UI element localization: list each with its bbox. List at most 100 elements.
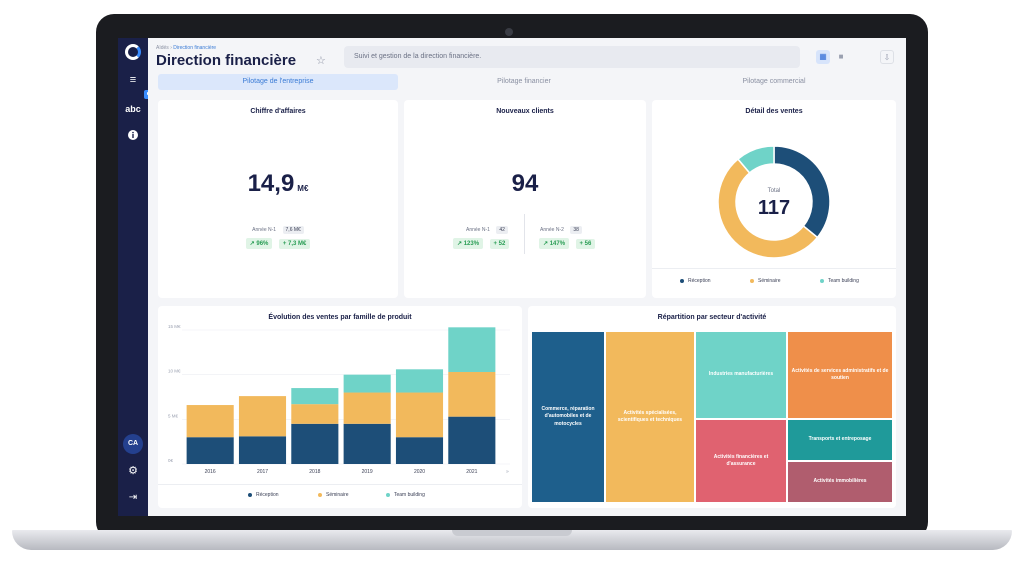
bar-2021-1[interactable]: [448, 416, 496, 464]
filter-icon[interactable]: ≡: [129, 74, 137, 86]
n1-label: Année N-1: [466, 227, 490, 233]
legend-reception: Réception: [248, 492, 279, 498]
grid-view-icon[interactable]: ▦: [816, 50, 830, 64]
legend-dot: [680, 278, 684, 283]
n2-deltas: ↗ 147% + 56: [538, 232, 596, 250]
donut-slice-1[interactable]: [773, 145, 831, 239]
kpi-unit: M€: [297, 184, 309, 193]
breadcrumb: Aïdés › Direction financière: [156, 45, 216, 51]
bar-2017-1[interactable]: [238, 436, 287, 464]
kpi-card-ca: Chiffre d'affaires 14,9 M€ Année N-1 7,6 …: [158, 100, 398, 298]
legend-seminaire: Séminaire: [318, 492, 349, 498]
donut-total-value: 117: [758, 197, 790, 219]
bar-2020-1[interactable]: [395, 437, 444, 464]
breadcrumb-separator: ›: [170, 45, 172, 51]
x-tick-label: 2020: [414, 469, 425, 475]
n2-label: Année N-2: [540, 227, 564, 233]
download-icon[interactable]: ⇩: [880, 50, 894, 64]
bar-2016-1[interactable]: [186, 437, 234, 464]
main-content: Aïdés › Direction financière Direction f…: [148, 38, 906, 516]
bar-2017-2[interactable]: [238, 396, 287, 437]
donut-slice-2[interactable]: [717, 158, 819, 259]
y-tick-label: 10 M€: [168, 369, 181, 374]
bar-2020-2[interactable]: [395, 392, 444, 438]
n1-value: 42: [496, 226, 508, 234]
n1-pct: ↗ 123%: [453, 238, 484, 249]
legend-divider: [158, 484, 522, 485]
kpi-number: 14,9: [247, 170, 295, 197]
card-title: Évolution des ventes par famille de prod…: [268, 314, 412, 321]
kpi-comparison: Année N-1 7,6 M€: [158, 218, 398, 236]
laptop-base: [12, 530, 1012, 550]
bar-2019-3[interactable]: [343, 374, 391, 393]
prev-label: Année N-1: [252, 227, 277, 233]
legend-team-building: Team building: [386, 492, 425, 498]
search-input[interactable]: Suivi et gestion de la direction financi…: [344, 46, 800, 68]
legend-dot: [318, 492, 322, 497]
favorite-star-icon[interactable]: ☆: [316, 55, 326, 67]
page-title: Direction financière: [156, 52, 297, 69]
divider: [524, 214, 525, 254]
breadcrumb-root[interactable]: Aïdés: [156, 45, 169, 51]
prev-value: 7,6 M€: [282, 226, 304, 234]
bar-2019-1[interactable]: [343, 423, 391, 464]
legend-label: Team building: [394, 492, 425, 498]
bar-2021-2[interactable]: [448, 371, 496, 417]
treemap-cell-industries[interactable]: Industries manufacturières: [696, 332, 786, 418]
treemap-cell-services-administratifs[interactable]: Activités de services administratifs et …: [788, 332, 892, 418]
x-tick-label: 2018: [309, 469, 320, 475]
tab-pilotage-commercial[interactable]: Pilotage commercial: [742, 78, 806, 85]
avatar[interactable]: CA: [123, 434, 143, 454]
breadcrumb-current: Direction financière: [173, 45, 217, 51]
donut-slice-3[interactable]: [736, 145, 775, 174]
card-title: Détail des ventes: [745, 108, 803, 115]
card-title: Répartition par secteur d'activité: [657, 314, 767, 321]
legend-label: Séminaire: [758, 278, 781, 284]
legend-dot: [750, 278, 754, 283]
treemap-cell-transports[interactable]: Transports et entreposage: [788, 420, 892, 460]
laptop-notch: [452, 530, 572, 536]
info-icon-glyph: [128, 130, 138, 140]
bar-2018-1[interactable]: [291, 423, 339, 464]
logout-icon[interactable]: ⇥: [128, 492, 138, 503]
treemap-cell-immobilieres[interactable]: Activités immobilières: [788, 462, 892, 502]
legend-dot: [386, 492, 390, 497]
tab-pilotage-entreprise[interactable]: Pilotage de l'entreprise: [158, 74, 398, 90]
legend-label: Réception: [688, 278, 711, 284]
settings-icon[interactable]: ⚙: [128, 465, 138, 477]
n2-comparison: Année N-2 38: [540, 218, 582, 236]
legend-label: Team building: [828, 278, 859, 284]
treemap-cell-financieres[interactable]: Activités financières et d'assurance: [696, 420, 786, 502]
chart-more-icon[interactable]: »: [506, 469, 509, 475]
y-tick-label: 5 M€: [168, 413, 179, 418]
bar-2020-3[interactable]: [395, 369, 444, 393]
treemap-cell-activites-specialisees[interactable]: Activités spécialisées, scientifiques et…: [606, 332, 694, 502]
legend-team-building: Team building: [820, 278, 859, 284]
bar-2021-3[interactable]: [448, 327, 496, 372]
info-icon[interactable]: [118, 130, 148, 142]
kpi-value: 14,9 M€: [158, 170, 398, 198]
legend-label: Réception: [256, 492, 279, 498]
card-title: Chiffre d'affaires: [250, 108, 306, 115]
y-tick-label: 0€: [168, 458, 174, 463]
treemap-cell-commerce[interactable]: Commerce, réparation d'automobiles et de…: [532, 332, 604, 502]
n2-value: 38: [570, 226, 582, 234]
stacked-bar-chart: 15 M€ 10 M€ 5 M€ 0€ 2016 2017 2018 2019 2020 2021…: [168, 324, 510, 475]
y-tick-label: 15 M€: [168, 324, 181, 329]
n2-abs: + 56: [575, 239, 596, 249]
bar-2018-2[interactable]: [291, 404, 339, 424]
abc-icon[interactable]: abc: [125, 104, 141, 114]
bar-2018-3[interactable]: [291, 388, 339, 405]
x-tick-label: 2021: [466, 469, 477, 475]
bar-2019-2[interactable]: [343, 392, 391, 424]
legend-dot: [248, 492, 252, 497]
legend-reception: Réception: [680, 278, 711, 284]
list-view-icon[interactable]: ■: [838, 52, 844, 61]
kpi-value: 94: [511, 170, 539, 197]
legend-dot: [820, 278, 824, 283]
tab-pilotage-financier[interactable]: Pilotage financier: [497, 78, 551, 85]
app-logo-icon[interactable]: [125, 44, 141, 60]
donut-total-label: Total: [768, 188, 781, 194]
bar-2016-2[interactable]: [186, 405, 234, 438]
screen: ≡ abc CA ⚙ ⇥ ▸ Aïdés › Direction financi…: [118, 38, 906, 516]
